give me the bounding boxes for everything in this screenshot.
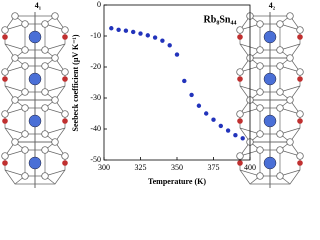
annotation: 4₁ (35, 1, 42, 10)
data-point (233, 133, 238, 138)
y-tick-label: -40 (90, 124, 101, 133)
data-point (204, 111, 209, 116)
y-tick-label: -10 (90, 31, 101, 40)
data-point (145, 33, 150, 38)
data-point (138, 31, 143, 36)
data-point (182, 78, 187, 84)
data-point (131, 29, 136, 35)
data-point (225, 128, 231, 133)
chart-title: Rb₈Sn₄₄ (204, 14, 237, 25)
data-point (167, 43, 172, 48)
structure-left (2, 12, 69, 188)
x-tick-label: 325 (135, 163, 147, 172)
data-point (174, 52, 180, 57)
y-tick-label: -30 (90, 93, 101, 102)
y-axis-label: Seebeck coefficient (μV K⁻¹) (71, 34, 80, 131)
data-point (211, 117, 216, 122)
x-tick-label: 375 (208, 163, 220, 172)
plot-frame (103, 4, 251, 161)
data-point (123, 28, 129, 33)
data-point (189, 92, 194, 98)
data-point (116, 27, 121, 32)
data-point (109, 26, 114, 31)
data-point (240, 136, 245, 141)
x-axis-label: Temperature (K) (148, 177, 206, 186)
data-point (152, 35, 158, 40)
structure-right (237, 12, 304, 188)
data-point (218, 123, 223, 129)
data-point (160, 38, 165, 43)
y-tick-label: -20 (90, 62, 101, 71)
x-tick-label: 400 (244, 163, 256, 172)
annotation: 4₂ (269, 1, 276, 10)
x-tick-label: 350 (171, 163, 183, 172)
y-tick-label: -50 (90, 155, 101, 164)
figure: 4₁ 4₂ Rb₈Sn₄₄ Temperature (K) Seebeck co… (0, 0, 304, 189)
y-tick-label: 0 (97, 0, 101, 9)
data-point (196, 103, 202, 108)
x-tick-label: 300 (98, 163, 110, 172)
